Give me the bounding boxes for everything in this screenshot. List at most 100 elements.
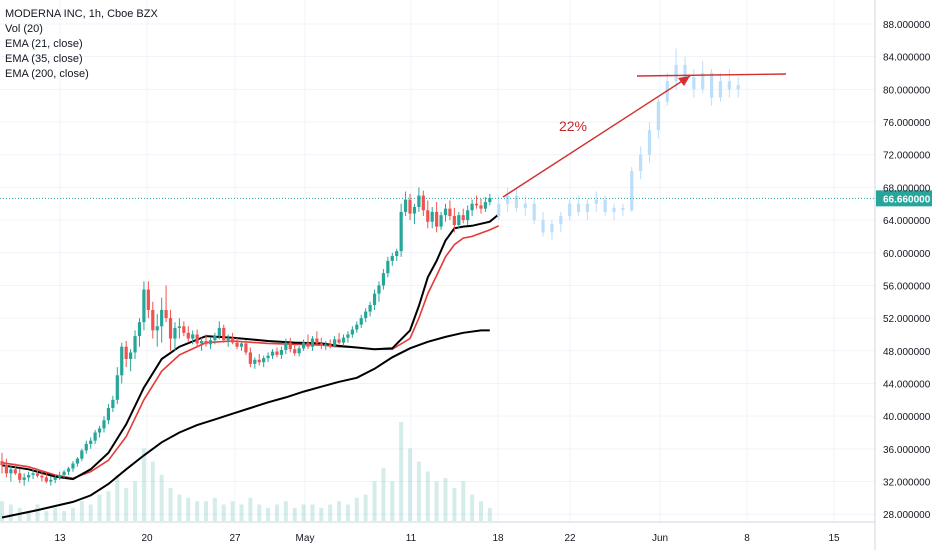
candle-body <box>364 311 368 319</box>
candle-body <box>164 309 168 319</box>
legend-volume[interactable]: Vol (20) <box>5 23 43 35</box>
time-tick-label: 22 <box>564 533 576 544</box>
legend-ema-200[interactable]: EMA (200, close) <box>5 68 89 80</box>
candle-body <box>222 327 226 341</box>
projection-candle <box>541 220 545 233</box>
volume-bar <box>195 501 200 521</box>
candle-body <box>44 477 48 482</box>
candle-body <box>155 326 159 331</box>
candle-body <box>27 474 31 478</box>
projection-candle <box>594 199 598 204</box>
candle-body <box>483 202 488 209</box>
candle-body <box>102 420 106 429</box>
volume-bar <box>106 491 111 521</box>
candle-body <box>204 340 208 345</box>
projection-candle <box>612 207 616 212</box>
price-tick-label: 52.000000 <box>883 314 931 325</box>
volume-bar <box>88 504 93 521</box>
candle-body <box>75 458 79 464</box>
volume-bar <box>283 501 288 521</box>
last-price-label: 66.660000 <box>883 194 931 205</box>
last-price-line: 66.660000 <box>0 190 932 207</box>
candle-body <box>350 329 354 335</box>
projection-candle <box>603 199 607 212</box>
volume-bar <box>408 448 413 521</box>
volume-bar <box>310 504 315 521</box>
candle-body <box>35 473 40 476</box>
candle-body <box>421 195 425 211</box>
volume-bar <box>212 497 217 521</box>
projection-candle <box>674 64 678 82</box>
candle-body <box>279 349 284 355</box>
projection-candle <box>523 203 527 208</box>
volume-bar <box>141 448 146 521</box>
volume-bar <box>443 478 448 521</box>
price-tick-label: 36.000000 <box>883 445 931 456</box>
volume-bar <box>124 488 129 521</box>
candle-body <box>4 465 9 474</box>
projection-arrow[interactable] <box>502 75 691 198</box>
price-tick-label: 76.000000 <box>883 118 931 129</box>
candle-body <box>266 355 270 359</box>
volume-bar <box>53 507 58 521</box>
time-tick-label: 18 <box>492 533 504 544</box>
candle-body <box>248 352 252 364</box>
candle-body <box>208 340 213 345</box>
target-line[interactable] <box>636 73 787 77</box>
candle-body <box>310 338 315 347</box>
candle-body <box>18 473 22 480</box>
price-tick-label: 48.000000 <box>883 347 931 358</box>
candle-body <box>452 215 456 225</box>
candle-body <box>474 203 479 206</box>
candle-body <box>448 208 452 216</box>
candle-body <box>53 477 57 480</box>
candle-body <box>368 305 372 312</box>
legend-ema-35[interactable]: EMA (35, close) <box>5 53 83 65</box>
volume-bar <box>97 494 102 521</box>
price-tick-label: 64.000000 <box>883 216 931 227</box>
volume-bar <box>319 507 324 521</box>
legend-ema-21[interactable]: EMA (21, close) <box>5 38 83 50</box>
price-tick-label: 80.000000 <box>883 85 931 96</box>
candle-body <box>71 463 75 469</box>
projection-candle <box>621 207 625 211</box>
candle-body <box>49 479 53 482</box>
projection-candle <box>630 171 634 211</box>
volume-bar <box>390 481 395 521</box>
candle-body <box>106 407 111 421</box>
candle-body <box>457 215 461 225</box>
candle-body <box>346 334 350 338</box>
symbol-title[interactable]: MODERNA INC, 1h, Cboe BZX <box>5 8 158 20</box>
projection-candle <box>710 73 714 98</box>
candle-body <box>284 342 288 350</box>
volume-bar <box>8 504 13 521</box>
candle-body <box>403 199 408 212</box>
projection-candle <box>736 85 740 90</box>
candle-body <box>359 318 363 325</box>
candle-body <box>9 469 13 474</box>
projection-candle <box>727 81 731 90</box>
projection-candle <box>497 203 501 216</box>
candle-body <box>89 440 93 444</box>
time-tick-label: 13 <box>54 533 66 544</box>
time-tick-label: 15 <box>828 533 840 544</box>
candle-body <box>341 337 346 343</box>
candle-body <box>142 289 146 323</box>
volume-bar <box>452 488 457 521</box>
volume-bar <box>177 494 182 521</box>
candle-body <box>124 346 128 359</box>
time-tick-label: May <box>296 533 315 544</box>
projection-candles <box>497 48 740 241</box>
volume-bar <box>470 494 475 521</box>
candle-body <box>253 359 257 364</box>
candle-body <box>435 211 439 227</box>
candle-body <box>372 293 377 306</box>
candle-body <box>168 318 173 339</box>
candle-body <box>288 342 292 350</box>
volume-bar <box>372 481 377 521</box>
volume-bar <box>133 481 138 521</box>
candle-body <box>146 289 150 310</box>
